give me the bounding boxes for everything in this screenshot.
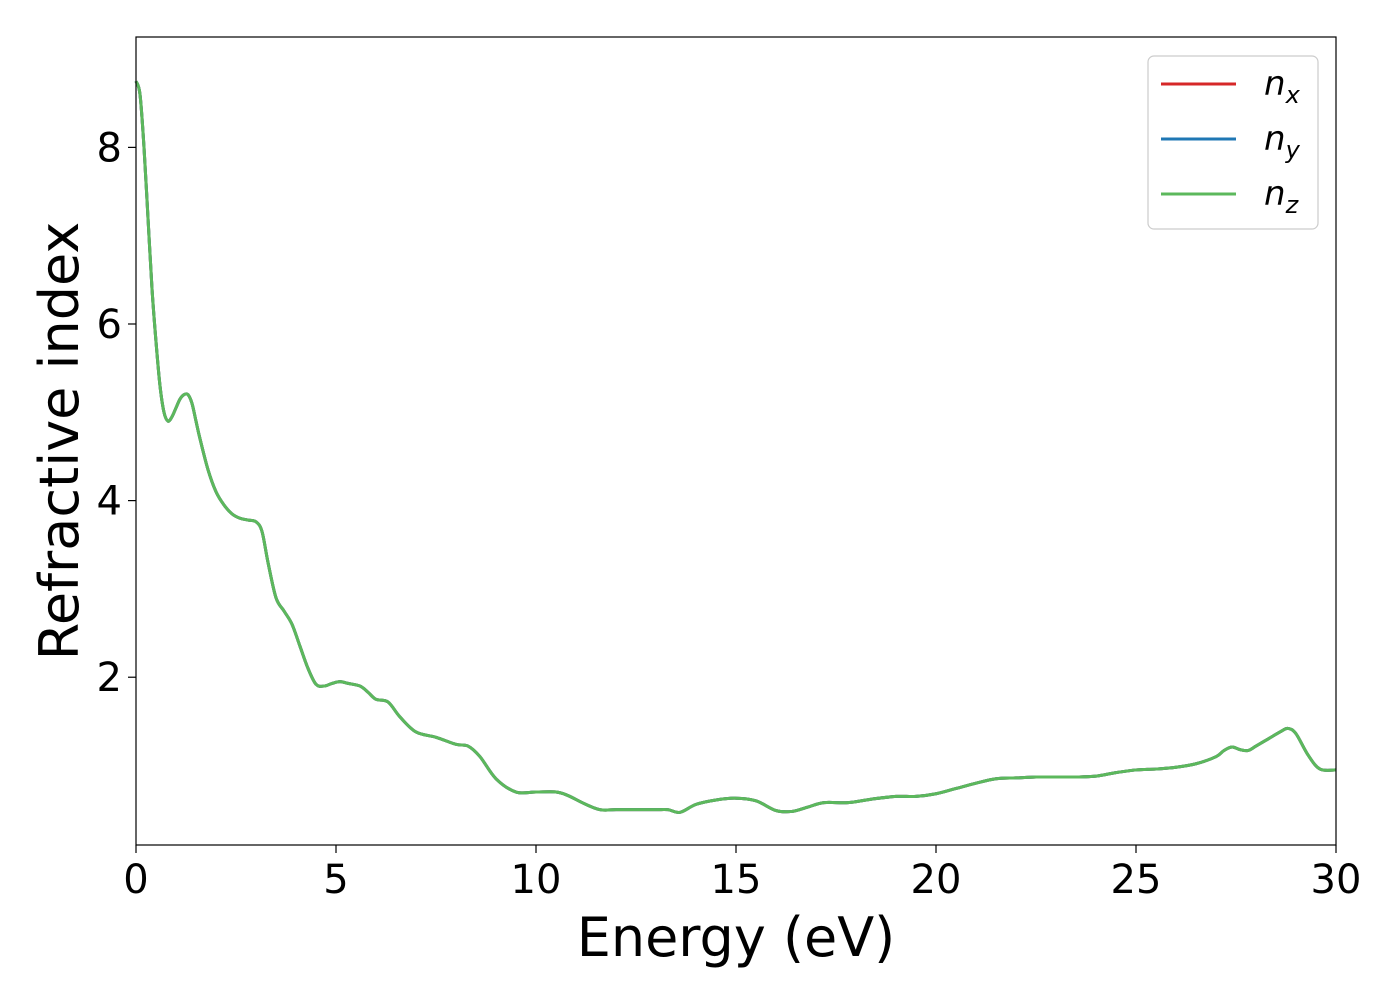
x-tick-label: 20	[911, 857, 962, 903]
series-line-nz	[134, 80, 1337, 814]
legend-label-ny: ny	[1264, 119, 1301, 164]
x-tick-label: 5	[323, 857, 348, 903]
legend-label-nx: nx	[1264, 64, 1301, 109]
legend-box	[1147, 55, 1319, 230]
y-tick-label: 8	[97, 125, 122, 171]
y-tick-label: 6	[97, 302, 122, 348]
plot-background	[136, 37, 1336, 845]
series-layer	[134, 80, 1337, 814]
legend: nx ny nz	[1147, 55, 1319, 230]
x-tick-label: 10	[511, 857, 562, 903]
x-axis-title: Energy (eV)	[577, 906, 896, 969]
y-axis-title: Refractive index	[28, 222, 91, 661]
x-tick-label: 0	[123, 857, 148, 903]
y-tick-label: 4	[97, 479, 122, 525]
x-tick-label: 15	[711, 857, 762, 903]
ticks-layer: 0 5 10 15 20 25 30 2 4 6 8	[97, 125, 1362, 903]
x-tick-label: 25	[1111, 857, 1162, 903]
y-tick-label: 2	[97, 655, 122, 701]
x-tick-label: 30	[1311, 857, 1362, 903]
legend-label-nz: nz	[1264, 174, 1300, 219]
